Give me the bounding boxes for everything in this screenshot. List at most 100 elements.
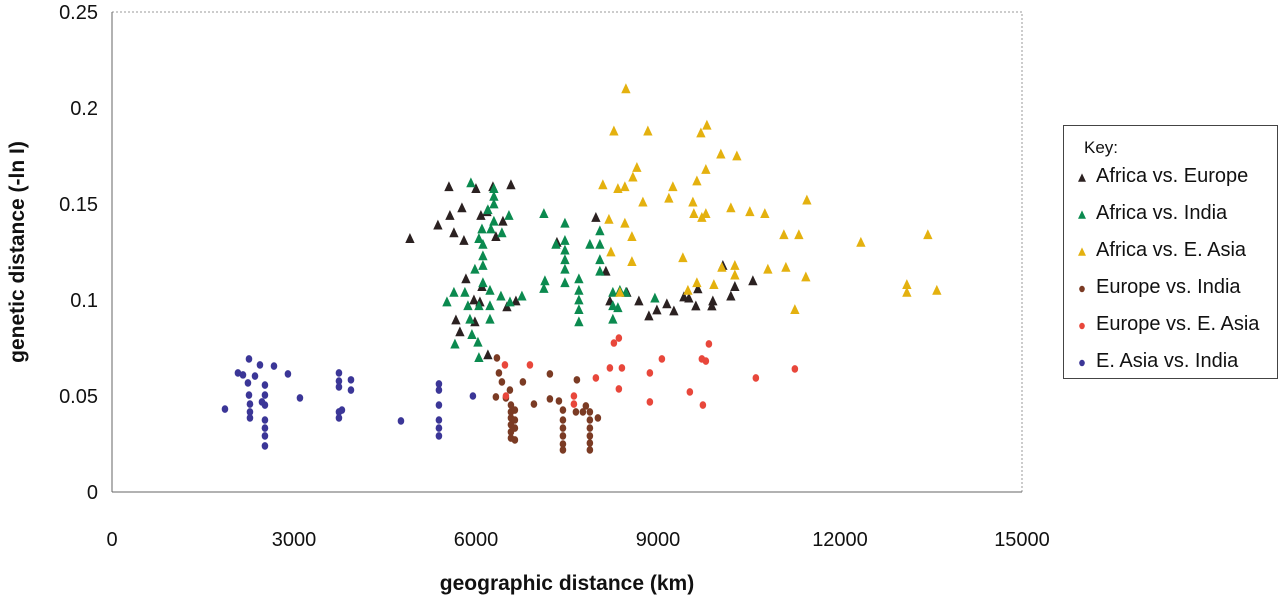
data-point [559,416,567,424]
data-point [643,125,653,136]
data-point [664,192,674,203]
data-point [505,296,515,307]
data-point [491,231,501,242]
data-point [234,369,242,377]
legend-item: E. Asia vs. India [1076,343,1277,380]
data-point [608,300,618,311]
data-point [646,398,654,406]
data-point [465,313,475,324]
data-point [506,179,516,190]
y-axis-title: genetic distance (-ln I) [6,141,29,363]
data-point [705,340,713,348]
data-point [485,300,495,311]
data-point [658,355,666,363]
legend-label: Africa vs. E. Asia [1096,239,1247,261]
x-tick-label: 9000 [636,529,681,551]
data-point [246,414,254,422]
data-point [696,127,706,138]
data-point [435,401,443,409]
data-point [261,381,269,389]
data-point [586,439,594,447]
data-point [760,208,770,218]
data-point [702,357,710,365]
legend-label: Europe vs. E. Asia [1096,313,1260,335]
data-point [461,273,471,284]
data-point [497,227,507,238]
data-point [489,215,499,226]
data-point [574,316,584,327]
data-point [613,302,623,313]
x-tick-label: 3000 [272,529,317,551]
data-point [474,233,484,243]
data-point [598,179,608,190]
data-point [644,310,654,321]
x-tick-label: 0 [106,529,117,551]
data-point [397,417,405,425]
data-point [539,282,549,293]
data-point [486,223,496,234]
data-point [688,196,698,207]
data-point [699,401,707,409]
legend-title: Key: [1084,138,1119,157]
data-point [678,252,688,263]
data-point [470,263,480,274]
data-point [781,261,791,272]
data-point [492,393,500,401]
data-point [560,234,570,245]
data-point [634,295,644,306]
legend-marker [1079,285,1085,292]
y-tick-label: 0.25 [59,2,98,24]
legend-label: Europe vs. India [1096,276,1241,298]
data-point [574,273,584,284]
data-point [791,365,799,373]
data-point [559,446,567,454]
data-point [620,217,630,228]
data-point [221,405,229,413]
data-point [504,210,514,220]
data-point [270,362,278,370]
data-point [684,292,694,303]
data-point [245,355,253,363]
data-point [801,271,811,282]
data-point [347,386,355,394]
data-point [579,408,587,416]
data-point [707,300,717,311]
data-point [511,436,519,444]
data-point [485,313,495,324]
data-point [582,402,590,410]
data-point [502,301,512,312]
y-tick-label: 0 [87,482,98,504]
data-point [574,304,584,314]
legend: Key: Africa vs. Europe Africa vs. India Af… [1063,125,1278,379]
data-point [483,204,493,215]
data-point [560,217,570,228]
data-point [450,338,460,349]
data-point [560,244,570,255]
data-point [559,432,567,440]
data-point [335,383,343,391]
data-point [335,369,343,377]
data-point [689,208,699,218]
data-point [347,376,355,384]
data-point [451,314,461,325]
data-point [559,424,567,432]
data-point [716,148,726,159]
data-point [469,294,479,305]
data-point [501,361,509,369]
data-point [595,238,605,249]
data-point [546,370,554,378]
legend-item: Europe vs. India [1076,269,1277,306]
data-point [256,361,264,369]
data-point [261,424,269,432]
data-point [546,395,554,403]
data-point [496,290,506,301]
data-point [489,190,499,201]
legend-label: Africa vs. Europe [1096,165,1249,187]
data-point [592,374,600,382]
data-point [245,391,253,399]
series-africa-vs-india [442,177,660,362]
data-point [585,238,595,249]
data-point [539,208,549,218]
legend-label: E. Asia vs. India [1096,350,1239,372]
data-point [586,416,594,424]
